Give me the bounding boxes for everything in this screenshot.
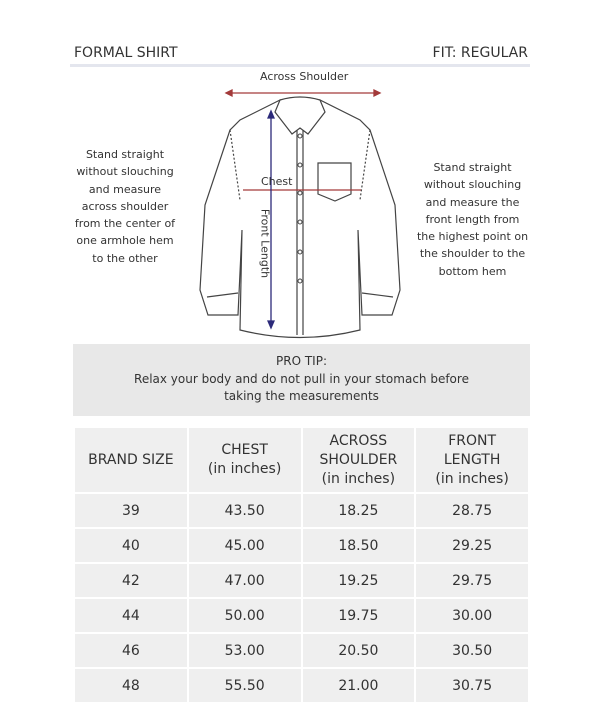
table-row: 39 43.50 18.25 28.75 — [73, 492, 530, 529]
cell-across-shoulder: 19.25 — [300, 562, 417, 599]
header-across-shoulder: ACROSS SHOULDER (in inches) — [300, 426, 417, 494]
fit-label: FIT: REGULAR — [432, 45, 528, 61]
size-table: BRAND SIZE CHEST (in inches) ACROSS SHOULD… — [73, 426, 530, 704]
length-instructions: Stand straight without slouching and mea… — [416, 161, 529, 278]
pro-tip-title: PRO TIP: — [276, 354, 327, 368]
shirt-diagram — [199, 88, 401, 339]
front-length-label: Front Length — [258, 208, 272, 279]
cell-chest: 47.00 — [186, 562, 303, 599]
cell-across-shoulder: 19.75 — [300, 597, 417, 634]
cell-chest: 43.50 — [186, 492, 303, 529]
cell-size: 39 — [73, 492, 189, 529]
cell-size: 44 — [73, 597, 189, 634]
cell-across-shoulder: 21.00 — [300, 667, 417, 704]
cell-across-shoulder: 18.25 — [300, 492, 417, 529]
header-divider — [70, 64, 530, 67]
table-row: 42 47.00 19.25 29.75 — [73, 562, 530, 599]
header-brand-size: BRAND SIZE — [73, 426, 189, 494]
cell-front-length: 28.75 — [414, 492, 530, 529]
cell-across-shoulder: 18.50 — [300, 527, 417, 564]
cell-across-shoulder: 20.50 — [300, 632, 417, 669]
cell-chest: 53.00 — [186, 632, 303, 669]
chest-label: Chest — [261, 175, 293, 188]
header-chest: CHEST (in inches) — [186, 426, 303, 494]
buttons — [297, 133, 303, 284]
cell-front-length: 29.75 — [414, 562, 530, 599]
table-header-row: BRAND SIZE CHEST (in inches) ACROSS SHOULD… — [73, 426, 530, 494]
cell-front-length: 30.00 — [414, 597, 530, 634]
cell-size: 48 — [73, 667, 189, 704]
cell-chest: 45.00 — [186, 527, 303, 564]
table-row: 44 50.00 19.75 30.00 — [73, 597, 530, 634]
cell-chest: 55.50 — [186, 667, 303, 704]
pro-tip-box: PRO TIP: Relax your body and do not pull… — [73, 344, 530, 416]
product-type: FORMAL SHIRT — [74, 45, 178, 61]
table-row: 48 55.50 21.00 30.75 — [73, 667, 530, 704]
cell-size: 42 — [73, 562, 189, 599]
cell-front-length: 30.75 — [414, 667, 530, 704]
across-shoulder-label: Across Shoulder — [260, 70, 349, 83]
table-row: 40 45.00 18.50 29.25 — [73, 527, 530, 564]
shoulder-instructions: Stand straight without slouching and mea… — [74, 148, 176, 265]
cell-size: 40 — [73, 527, 189, 564]
pro-tip-line-2: taking the measurements — [224, 389, 379, 403]
cell-front-length: 30.50 — [414, 632, 530, 669]
header-front-length: FRONT LENGTH (in inches) — [414, 426, 530, 494]
pro-tip-line-1: Relax your body and do not pull in your … — [134, 371, 469, 386]
cell-chest: 50.00 — [186, 597, 303, 634]
shirt-outline — [199, 96, 401, 339]
table-row: 46 53.00 20.50 30.50 — [73, 632, 530, 669]
front-length-arrow — [267, 109, 275, 330]
cell-front-length: 29.25 — [414, 527, 530, 564]
cell-size: 46 — [73, 632, 189, 669]
